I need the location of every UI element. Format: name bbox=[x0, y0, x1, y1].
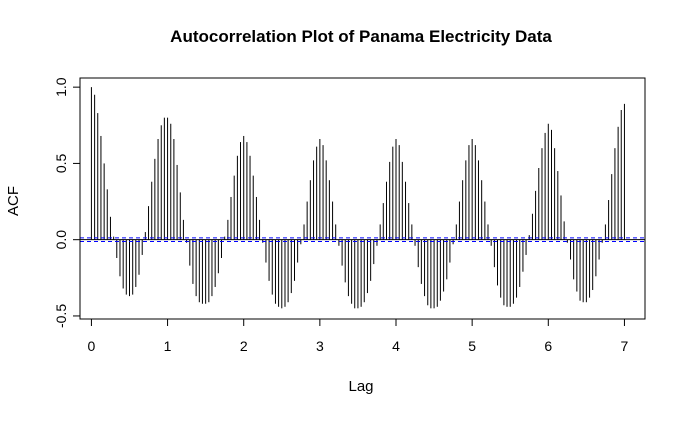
x-tick-label: 4 bbox=[392, 338, 400, 354]
y-tick-label: -0.5 bbox=[53, 304, 69, 328]
y-axis-label: ACF bbox=[5, 186, 22, 216]
y-tick-label: 0.0 bbox=[53, 230, 69, 250]
y-axis: -0.5 0.0 0.5 1.0 bbox=[53, 77, 81, 328]
x-tick-label: 5 bbox=[468, 338, 476, 354]
x-axis-label: Lag bbox=[348, 378, 373, 395]
x-axis: 0 1 2 3 4 5 6 7 bbox=[88, 318, 629, 354]
x-tick-label: 7 bbox=[621, 338, 629, 354]
x-tick-label: 0 bbox=[88, 338, 96, 354]
x-tick-label: 2 bbox=[240, 338, 248, 354]
chart-title: Autocorrelation Plot of Panama Electrici… bbox=[170, 27, 552, 46]
x-tick-label: 6 bbox=[544, 338, 552, 354]
x-tick-label: 1 bbox=[164, 338, 172, 354]
x-tick-label: 3 bbox=[316, 338, 324, 354]
reference-lines bbox=[80, 237, 645, 243]
acf-bars bbox=[90, 87, 625, 309]
y-tick-label: 0.5 bbox=[53, 153, 69, 173]
y-tick-label: 1.0 bbox=[53, 77, 69, 97]
